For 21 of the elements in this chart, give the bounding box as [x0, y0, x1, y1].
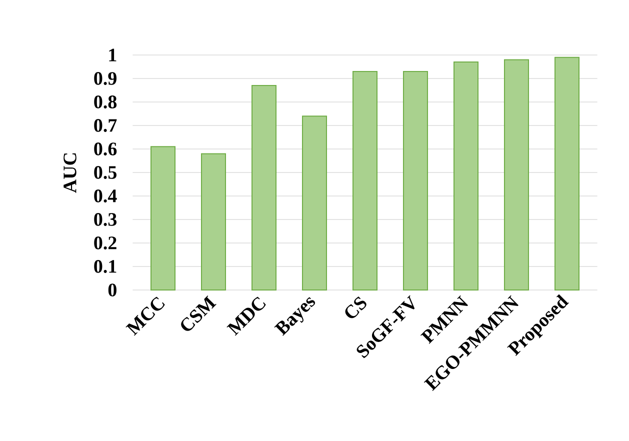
bar — [201, 153, 226, 290]
bar — [352, 70, 378, 290]
y-tick-label: 0.1 — [94, 260, 116, 273]
bar — [554, 56, 580, 290]
y-axis-title: AUC — [64, 153, 76, 193]
y-tick-label: 0.6 — [94, 142, 117, 156]
y-tick-label: 0.4 — [94, 190, 117, 202]
y-tick-label: 0.8 — [94, 96, 117, 108]
y-tick-label: 0.2 — [94, 236, 116, 250]
y-tick-label: 0.7 — [94, 119, 117, 132]
y-tick-label: 0.5 — [94, 166, 116, 179]
bar — [504, 59, 529, 290]
bar — [453, 62, 478, 290]
bar — [302, 116, 327, 290]
y-tick-label: 1 — [109, 48, 116, 62]
bar — [402, 70, 428, 290]
y-tick-label: 0.3 — [94, 213, 117, 226]
y-tick-label: 0.9 — [94, 72, 116, 85]
bar — [150, 146, 176, 290]
bar — [252, 85, 276, 290]
y-tick-label: 0 — [108, 284, 116, 296]
